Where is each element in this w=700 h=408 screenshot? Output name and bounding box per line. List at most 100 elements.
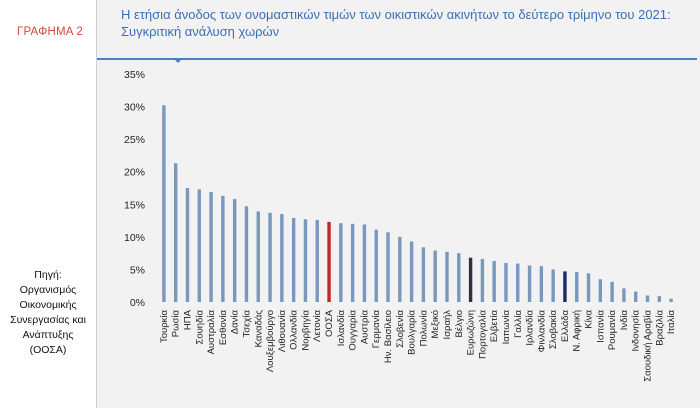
bar-40: [634, 291, 638, 302]
bar-7: [244, 206, 249, 302]
bar-21: [409, 241, 414, 302]
y-tick-label: 35%: [124, 69, 145, 81]
y-tick-label: 25%: [124, 134, 145, 146]
y-tick-label: 20%: [124, 167, 145, 179]
bar-1: [173, 163, 178, 302]
bar-10: [280, 214, 284, 302]
title-underline: [97, 58, 697, 60]
x-tick-label: Ισραήλ: [442, 310, 453, 340]
chart-title: Η ετήσια άνοδος των ονομαστικών τιμών τω…: [121, 6, 691, 40]
x-tick-label: Εσθονία: [218, 309, 229, 345]
bar-12: [303, 219, 308, 302]
x-tick-label: Μεξικό: [430, 310, 441, 338]
x-tick-label: Γαλλία: [513, 309, 524, 337]
x-tick-label: Ην. Βασίλειο: [383, 310, 394, 363]
x-tick-label: Βουλγαρία: [407, 310, 418, 355]
source-line: Ανάπτυξης: [22, 329, 74, 341]
bar-16: [350, 223, 355, 302]
bar-14: [327, 221, 331, 302]
bar-30: [516, 263, 520, 302]
x-tick-label: Αυστρία: [359, 309, 370, 344]
x-tick-label: Αυστραλία: [206, 310, 217, 355]
bar-29: [504, 262, 508, 302]
x-tick-label: Τουρκία: [159, 309, 170, 343]
x-tick-label: Καναδάς: [253, 310, 264, 348]
x-tick-label: ΟΟΣΑ: [324, 309, 335, 337]
x-tick-label: Λετονία: [312, 310, 323, 342]
x-tick-label: Πορτογαλία: [477, 310, 488, 359]
chart-title-line: Η ετήσια άνοδος των ονομαστικών τιμών τω…: [121, 7, 671, 22]
x-tick-label: Ιρλανδία: [525, 309, 536, 345]
x-tick-label: Ουγγαρία: [348, 310, 359, 351]
bar-8: [256, 211, 260, 302]
graph-number-label: ΓΡΑΦΗΜΑ 2: [17, 26, 83, 38]
source-line: Συνεργασίας και: [10, 314, 86, 326]
y-tick-label: 15%: [124, 199, 145, 211]
bar-39: [622, 288, 626, 302]
x-tick-label: Λουξεμβούργο: [265, 310, 276, 372]
bar-11: [291, 217, 296, 302]
bar-31: [527, 265, 532, 302]
chart-subtitle-line: Συγκριτική ανάλυση χωρών: [121, 24, 280, 39]
bar-17: [362, 224, 367, 302]
bar-0: [162, 105, 166, 302]
x-tick-label: Σλοβενία: [395, 310, 406, 348]
bar-25: [457, 253, 461, 302]
bar-22: [421, 247, 426, 302]
x-tick-label: Ευρωζώνη: [466, 310, 477, 355]
bar-18: [374, 229, 378, 302]
x-tick-label: Ινδονησία: [631, 310, 642, 352]
bar-4: [209, 191, 213, 302]
x-tick-label: Δανία: [230, 310, 241, 335]
x-tick-label: Φινλανδία: [536, 310, 547, 353]
x-tick-label: ΗΠΑ: [182, 309, 193, 330]
x-tick-label: Πολωνία: [418, 309, 429, 346]
bar-43: [669, 298, 673, 302]
source-line: (ΟΟΣΑ): [29, 344, 67, 356]
x-tick-label: Ν. Αφρική: [572, 310, 583, 352]
x-tick-label: Σλοβακία: [548, 309, 559, 349]
bar-34: [563, 271, 567, 302]
bar-15: [339, 223, 343, 302]
x-tick-label: Βραζιλία: [654, 309, 665, 345]
bar-2: [185, 188, 190, 302]
bar-6: [232, 199, 237, 302]
source-line: Οικονομικής: [19, 299, 77, 311]
bar-35: [575, 272, 579, 302]
bar-28: [492, 260, 496, 302]
x-tick-label: Ρωσία: [171, 310, 182, 338]
bar-24: [445, 251, 449, 302]
x-tick-label: Σαουδική Αραβία: [643, 310, 654, 382]
chart-panel: [97, 0, 700, 408]
bar-36: [586, 273, 591, 302]
y-tick-label: 30%: [124, 102, 145, 114]
bar-5: [221, 195, 225, 302]
x-tick-label: Ολλανδία: [289, 310, 300, 350]
x-tick-label: Ισλανδία: [336, 310, 347, 347]
x-tick-label: Ελβετία: [489, 310, 500, 343]
bar-19: [386, 232, 390, 302]
bar-32: [539, 266, 544, 302]
bar-27: [480, 259, 485, 302]
y-tick-label: 5%: [130, 264, 145, 276]
x-tick-label: Βέλγιο: [454, 310, 465, 337]
x-tick-label: Ισπανία: [595, 310, 606, 343]
source-line: Πηγή:: [34, 269, 62, 281]
bar-26: [468, 257, 473, 302]
bar-42: [657, 296, 662, 302]
left-panel: ΓΡΑΦΗΜΑ 2 Πηγή: Οργανισμός Οικονομικής Σ…: [0, 0, 97, 408]
bar-37: [598, 279, 603, 302]
y-tick-label: 10%: [124, 232, 145, 244]
bar-33: [551, 269, 555, 302]
x-tick-label: Σουηδία: [194, 309, 205, 344]
x-tick-label: Ελλάδα: [560, 309, 571, 341]
x-tick-label: Ρουμανία: [607, 309, 618, 350]
source-note: Πηγή: Οργανισμός Οικονομικής Συνεργασίας…: [2, 268, 94, 358]
x-tick-label: Νορβηγία: [300, 309, 311, 350]
x-tick-label: Κίνα: [584, 310, 595, 329]
bar-13: [315, 219, 319, 302]
x-tick-label: Λιθουανία: [277, 310, 288, 353]
x-tick-label: Ινδία: [619, 309, 630, 330]
bar-38: [610, 281, 614, 302]
title-notch: [173, 58, 183, 63]
